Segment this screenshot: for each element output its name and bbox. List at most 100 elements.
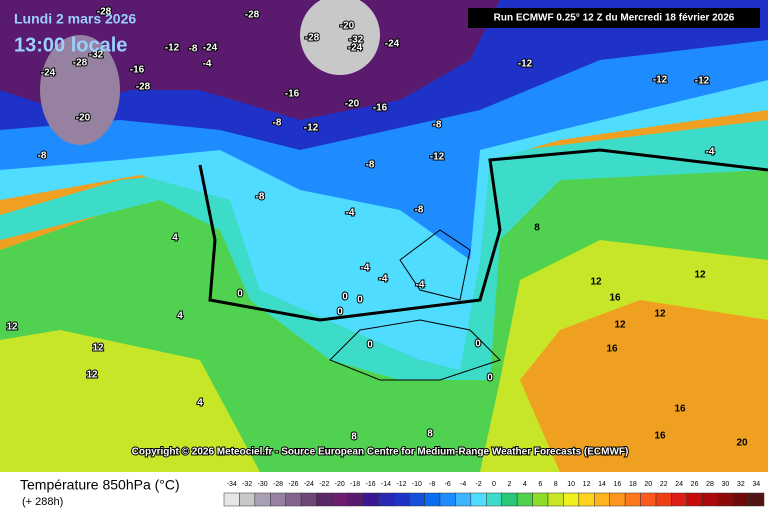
- scale-swatch: [578, 492, 595, 507]
- map-background: [0, 0, 768, 472]
- contour-label: -12: [518, 59, 533, 70]
- contour-label: -24: [41, 68, 56, 79]
- contour-label: -4: [416, 280, 425, 291]
- scale-label: -12: [396, 481, 406, 488]
- contour-label: -24: [203, 43, 218, 54]
- scale-swatch: [254, 492, 271, 507]
- contour-label: 0: [487, 373, 493, 384]
- scale-label: -34: [227, 481, 237, 488]
- contour-label: -12: [695, 76, 710, 87]
- scale-label: 28: [706, 481, 714, 488]
- scale-label: -24: [304, 481, 314, 488]
- contour-label: 0: [357, 295, 363, 306]
- scale-swatch: [393, 492, 410, 507]
- contour-label: -4: [361, 263, 370, 274]
- scale-swatch: [239, 492, 256, 507]
- lead-time: (+ 288h): [22, 496, 63, 508]
- scale-swatch: [717, 492, 734, 507]
- scale-label: -10: [412, 481, 422, 488]
- contour-label: -24: [348, 43, 363, 54]
- scale-swatch: [270, 492, 286, 507]
- contour-label: -4: [706, 147, 715, 158]
- scale-swatch: [609, 492, 626, 507]
- contour-label: 12: [654, 309, 666, 320]
- contour-label: -24: [385, 39, 400, 50]
- run-info: Run ECMWF 0.25° 12 Z du Mercredi 18 févr…: [494, 13, 735, 24]
- scale-swatch: [424, 492, 441, 507]
- contour-label: -20: [345, 99, 360, 110]
- contour-label: -4: [203, 59, 212, 70]
- contour-label: -8: [433, 120, 442, 131]
- run-box: [468, 8, 760, 28]
- scale-label: -26: [288, 481, 298, 488]
- scale-swatch: [223, 492, 240, 507]
- forecast-date: Lundi 2 mars 2026: [14, 11, 136, 27]
- scale-swatch: [671, 492, 688, 507]
- scale-label: -4: [460, 481, 466, 488]
- scale-label: -6: [445, 481, 451, 488]
- contour-label: -8: [189, 44, 198, 55]
- scale-label: -28: [273, 481, 283, 488]
- scale-swatch: [455, 492, 472, 507]
- contour-label: 8: [534, 223, 540, 234]
- scale-swatch: [486, 492, 502, 507]
- scale-label: -8: [429, 481, 435, 488]
- contour-label: -16: [373, 103, 388, 114]
- scale-label: 2: [507, 481, 511, 488]
- scale-label: 30: [722, 481, 730, 488]
- contour-label: 12: [590, 277, 602, 288]
- contour-label: -12: [430, 152, 445, 163]
- scale-swatch: [532, 492, 549, 507]
- scale-swatch: [331, 492, 348, 507]
- scale-label: -20: [335, 481, 345, 488]
- contour-label: -16: [285, 89, 300, 100]
- scale-swatch: [470, 492, 487, 507]
- scale-swatch: [732, 492, 749, 507]
- contour-label: 8: [427, 429, 433, 440]
- scale-swatch: [347, 492, 364, 507]
- contour-label: 16: [674, 404, 686, 415]
- color-scale: -34 -32 -30 -28 -26 -24 -22 -20 -18 -16 -14 -12 -10-…: [223, 481, 765, 507]
- scale-label: 20: [644, 481, 652, 488]
- contour-labels: -28 -28-32-24-12 -8 -24-16-12-12-4-24-28 -32…: [5, 6, 748, 449]
- scale-label: 26: [691, 481, 699, 488]
- scale-label: -22: [319, 481, 329, 488]
- contour-label: -8: [273, 118, 282, 129]
- contour-label: -28: [136, 82, 151, 93]
- scale-swatch: [547, 492, 564, 507]
- scale-label: -18: [350, 481, 360, 488]
- contour-label: 12: [86, 370, 98, 381]
- contour-label: 12: [694, 270, 706, 281]
- scale-swatch: [501, 492, 518, 507]
- contour-label: -12: [653, 75, 668, 86]
- contour-label: 16: [606, 344, 618, 355]
- contour-label: -8: [366, 160, 375, 171]
- contour-label: 0: [337, 307, 343, 318]
- scale-swatch: [362, 492, 379, 507]
- scale-swatch: [640, 492, 657, 507]
- legend-title: Température 850hPa (°C): [20, 477, 180, 493]
- scale-label: 16: [614, 481, 622, 488]
- scale-label: 24: [675, 481, 683, 488]
- contour-label: 0: [342, 292, 348, 303]
- contour-label: -8: [256, 192, 265, 203]
- contour-label: -4: [379, 274, 388, 285]
- contour-label: -32: [89, 50, 104, 61]
- scale-swatch: [624, 492, 641, 507]
- scale-swatch: [702, 492, 718, 507]
- copyright: Copyright © 2026 Meteociel.fr - Source E…: [132, 447, 629, 458]
- contour-label: 16: [609, 293, 621, 304]
- contour-label: -12: [304, 123, 319, 134]
- contour-label: -8: [38, 151, 47, 162]
- scale-swatch: [686, 492, 703, 507]
- scale-swatch: [563, 492, 580, 507]
- scale-label: 22: [660, 481, 668, 488]
- scale-swatch: [316, 492, 333, 507]
- contour-label: -8: [415, 205, 424, 216]
- scale-label: 10: [567, 481, 575, 488]
- contour-label: -32: [349, 35, 364, 46]
- contour-label: 0: [475, 339, 481, 350]
- scale-swatch: [439, 492, 456, 507]
- scale-label: -16: [366, 481, 376, 488]
